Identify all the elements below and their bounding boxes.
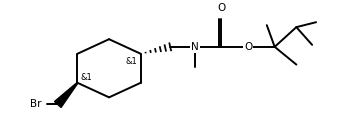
Text: &1: &1 — [126, 57, 138, 66]
Text: O: O — [217, 3, 226, 13]
Text: O: O — [244, 42, 252, 52]
Polygon shape — [55, 82, 78, 107]
Text: &1: &1 — [80, 73, 92, 82]
Text: N: N — [191, 42, 199, 52]
Text: Br: Br — [29, 99, 41, 109]
